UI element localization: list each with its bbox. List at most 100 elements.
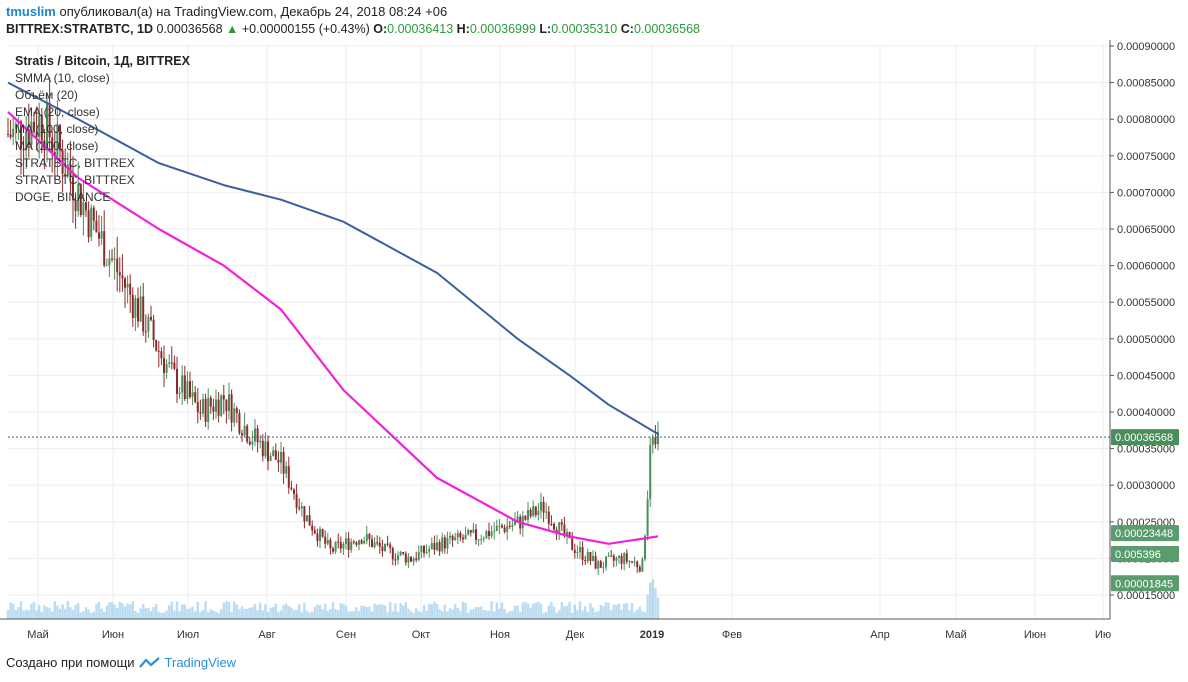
candle-body [371,539,373,548]
volume-bar [461,601,465,619]
candle-body [381,546,384,552]
volume-bar [279,610,283,619]
grid [8,44,1110,619]
volume-bar [487,610,491,619]
volume-bar [92,611,95,619]
volume-bar [342,603,345,619]
volume-bar [615,605,618,619]
tradingview-brand[interactable]: TradingView [164,655,237,670]
volume-bar [207,612,210,619]
volume-bar [357,610,361,619]
volume-bar [256,609,259,619]
volume-bar [43,605,46,619]
legend-item[interactable]: EMA (20, close) [15,105,100,119]
candle-body [586,552,589,562]
volume-bar [586,611,589,619]
candle-body [334,541,337,552]
candle-body [264,441,267,457]
volume-bar [409,610,413,619]
volume-bar [147,607,150,619]
candle-body [150,316,152,320]
volume-bar [121,603,124,619]
candle-body [545,511,548,513]
candle-body [77,184,80,212]
candle-body [230,394,233,423]
volume-bar [230,612,233,619]
candle-body [579,547,581,553]
volume-bar [443,604,446,619]
candle-body [204,398,207,423]
legend-item[interactable]: MA (100, close) [15,122,98,136]
candle-body [495,525,498,531]
legend-item[interactable]: DOGE, BINANCE [15,190,110,204]
candle-body [313,530,316,534]
candle-body [360,540,363,544]
candle-body [95,220,98,233]
candle-body [373,542,376,548]
volume-bar [532,603,535,619]
candle-body [90,207,93,238]
volume-bar [134,610,137,619]
volume-bar [597,611,600,619]
candle-body [568,532,571,539]
volume-bar [417,611,420,619]
volume-bar [386,612,389,619]
volume-bar [35,610,38,619]
y-tick-label: 0.00050000 [1117,334,1175,346]
volume-bar [321,609,324,619]
volume-bar [365,606,368,619]
y-tick-label: 0.00045000 [1117,370,1175,382]
volume-bar [625,603,628,619]
legend-item[interactable]: STRATBTC, BITTREX [15,156,135,170]
candle-body [56,124,59,157]
ohlc-line: BITTREX:STRATBTC, 1D 0.00036568 ▲ +0.000… [6,21,700,37]
volume-bar [571,612,574,619]
candle-body [243,425,246,436]
volume-bar [64,608,67,619]
legend-item[interactable]: SMMA (10, close) [15,71,110,85]
y-tick-label: 0.00080000 [1117,114,1175,126]
volume-bar [22,610,25,619]
author-username[interactable]: tmuslim [6,4,56,19]
chart-area[interactable]: 0.000150000.000200000.000250000.00030000… [0,40,1188,645]
candle-body [134,298,137,318]
price-chart[interactable]: 0.000150000.000200000.000250000.00030000… [0,40,1188,645]
volume-bar [225,601,228,619]
volume-bar [620,609,623,619]
candle-body [38,114,41,138]
volume-bar [181,604,184,619]
candle-body [189,381,191,397]
legend-item[interactable]: MA (200, close) [15,139,98,153]
candle-body [618,555,620,559]
candle-body [303,506,306,522]
footer: Создано при помощи TradingView [6,655,236,671]
volume-bar [415,608,418,619]
volume-bar [165,610,168,619]
candle-body [82,202,85,216]
volume-bar [95,603,98,619]
volume-bar [160,612,163,619]
volume-bar [383,605,387,619]
volume-bar [326,610,329,619]
volume-bar [217,612,220,619]
candle-body [27,131,30,145]
volume-bar [581,610,584,619]
volume-bar [178,611,181,619]
volume-bar [363,605,366,619]
x-tick-label: Дек [566,629,585,641]
volume-bar [103,612,106,619]
candle-body [558,522,561,535]
volume-bar [9,602,12,619]
y-tick-label: 0.00055000 [1117,297,1175,309]
volume-bar [90,612,93,619]
candle-body [306,515,308,522]
volume-bar [464,603,467,619]
legend-item[interactable]: Объём (20) [15,88,78,102]
volume-bar [630,603,634,619]
candle-body [40,114,43,141]
legend-item[interactable]: STRATBTC, BITTREX [15,173,135,187]
candle-body [311,525,314,531]
candle-body [165,363,168,373]
candle-body [98,232,100,239]
volume-bar [420,612,423,619]
